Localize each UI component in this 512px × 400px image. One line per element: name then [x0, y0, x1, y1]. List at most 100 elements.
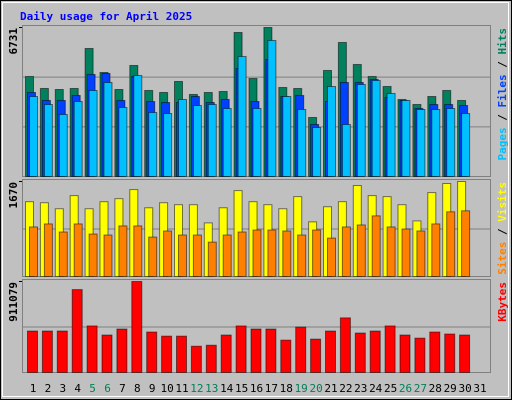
- bar: [431, 108, 441, 177]
- bar: [235, 325, 247, 374]
- bar: [250, 328, 262, 373]
- bar: [280, 339, 292, 373]
- bar: [282, 95, 292, 177]
- x-tick-label: 7: [119, 382, 126, 395]
- bar: [369, 330, 381, 374]
- bar: [103, 234, 113, 277]
- bar: [43, 223, 53, 277]
- x-tick-label: 27: [414, 382, 427, 395]
- bar: [327, 85, 336, 177]
- bar: [192, 104, 202, 177]
- bar: [73, 223, 83, 277]
- bar: [88, 89, 98, 177]
- x-tick-label: 28: [429, 382, 442, 395]
- bar: [297, 108, 307, 177]
- bar: [446, 107, 456, 177]
- bar: [41, 330, 53, 374]
- legend-separator: /: [496, 108, 509, 128]
- bar: [339, 317, 351, 373]
- bar: [222, 107, 232, 177]
- bar: [282, 230, 292, 277]
- bar: [297, 234, 307, 277]
- bar: [86, 325, 98, 374]
- bar: [265, 328, 277, 373]
- bar: [461, 112, 471, 177]
- x-tick-label: 30: [458, 382, 471, 395]
- bar: [431, 223, 441, 277]
- bar: [356, 224, 366, 277]
- bar: [384, 325, 396, 374]
- legend-entry: Pages: [496, 127, 509, 160]
- bar: [133, 225, 143, 278]
- bar: [237, 55, 247, 178]
- bar: [399, 334, 411, 373]
- x-tick-label: 5: [89, 382, 96, 395]
- x-tick-label: 17: [265, 382, 278, 395]
- x-tick-label: 3: [59, 382, 66, 395]
- bar: [386, 226, 396, 278]
- bar: [237, 231, 247, 277]
- bar: [207, 103, 217, 177]
- y-tick-label: 1670: [7, 182, 20, 209]
- bar: [71, 289, 83, 373]
- bar: [267, 39, 277, 177]
- bar: [356, 83, 366, 177]
- x-tick-label: 24: [369, 382, 383, 395]
- bar: [310, 338, 322, 373]
- bar: [101, 334, 113, 373]
- bar: [252, 229, 262, 278]
- bar: [27, 330, 38, 374]
- bar: [163, 230, 173, 277]
- x-tick-label: 11: [175, 382, 188, 395]
- bar: [29, 95, 38, 177]
- bar: [178, 234, 187, 277]
- x-tick-label: 20: [309, 382, 322, 395]
- x-tick-label: 22: [339, 382, 352, 395]
- bar: [327, 237, 336, 277]
- x-tick-label: 23: [354, 382, 367, 395]
- x-tick-label: 31: [473, 382, 486, 395]
- bar: [371, 215, 381, 278]
- bar: [312, 229, 322, 278]
- legend-entry: KBytes: [496, 282, 509, 322]
- legend: Sites / Visits: [496, 182, 509, 275]
- bar: [401, 228, 411, 277]
- bar: [444, 333, 456, 373]
- legend: KBytes: [496, 282, 509, 322]
- bar: [88, 233, 98, 278]
- bar: [116, 328, 128, 373]
- bar: [161, 335, 173, 373]
- bar: [416, 108, 426, 177]
- x-tick-label: 18: [280, 382, 293, 395]
- x-tick-label: 29: [444, 382, 457, 395]
- bar: [354, 332, 366, 374]
- legend-entry: Sites: [496, 242, 509, 275]
- bar: [325, 330, 336, 374]
- bar: [312, 126, 322, 177]
- bar: [371, 79, 381, 177]
- x-tick-label: 21: [324, 382, 337, 395]
- x-tick-label: 12: [190, 382, 203, 395]
- bar: [414, 337, 426, 374]
- x-tick-label: 1: [30, 382, 37, 395]
- x-tick-label: 2: [45, 382, 52, 395]
- bar: [267, 229, 277, 278]
- legend: Pages / Files / Hits: [496, 28, 509, 161]
- bar: [178, 98, 187, 177]
- bar: [43, 103, 53, 177]
- bar: [295, 326, 307, 374]
- bar: [207, 241, 217, 277]
- chart-title: Daily usage for April 2025: [20, 10, 192, 23]
- bar: [131, 281, 143, 373]
- bar: [133, 74, 143, 177]
- x-tick-label: 4: [74, 382, 81, 395]
- bar: [220, 334, 232, 373]
- bar: [118, 106, 128, 177]
- bar: [341, 123, 351, 178]
- x-tick-label: 26: [399, 382, 412, 395]
- legend-entry: Visits: [496, 182, 509, 222]
- bar: [205, 344, 217, 373]
- bar: [176, 335, 187, 373]
- bar: [386, 92, 396, 177]
